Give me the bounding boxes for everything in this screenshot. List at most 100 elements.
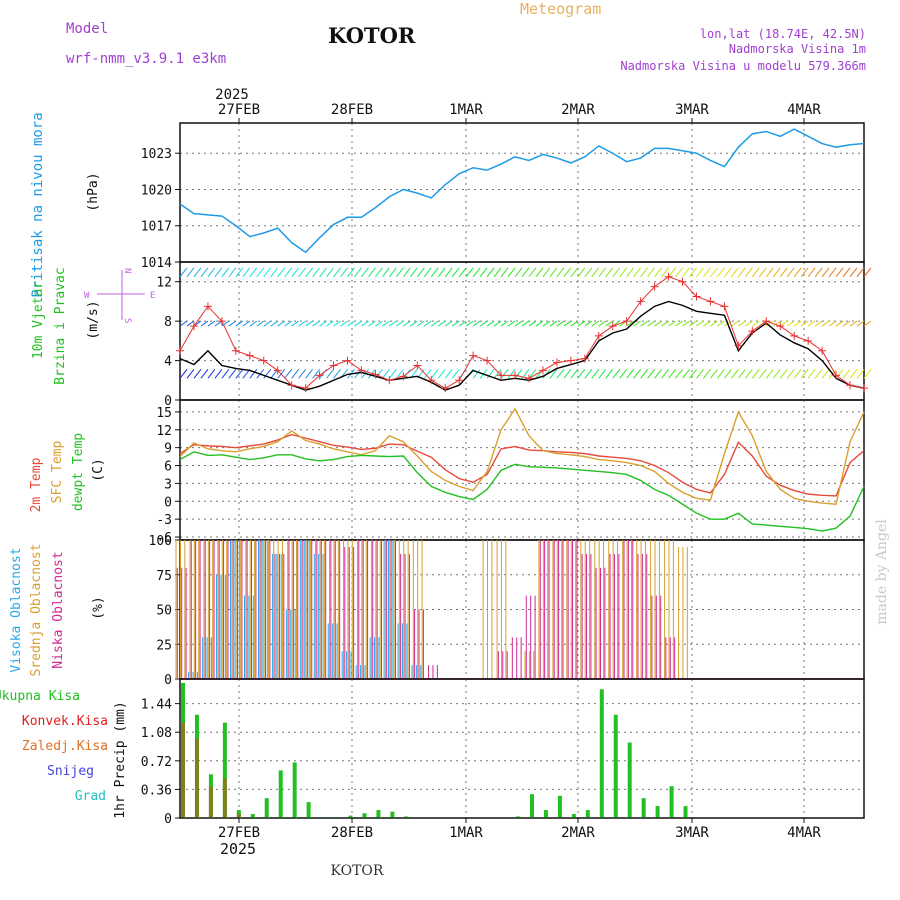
gust-marker: [399, 372, 408, 381]
wind-barb: [772, 369, 781, 379]
precip-bar: [669, 786, 674, 818]
wind-barb: [521, 267, 530, 278]
wind-barb: [800, 267, 809, 278]
wind-barb: [228, 267, 237, 278]
wind-barb: [430, 267, 439, 278]
wind-barb: [612, 369, 621, 379]
precip-legend-graupel: Grad: [75, 789, 106, 804]
wind-barb: [647, 320, 655, 327]
precip-bar: [613, 714, 618, 818]
temp-line-1: [179, 407, 865, 506]
wind-barb: [668, 369, 676, 379]
temp-legend-sfc: SFC Temp: [50, 441, 65, 504]
gust-marker: [846, 381, 855, 390]
top-date-label: 4MAR: [787, 102, 821, 118]
wind-barb: [682, 267, 690, 278]
wind-barb: [242, 267, 251, 278]
wind-barb: [570, 320, 579, 327]
wind-barb: [654, 267, 663, 278]
ytick-label: 6: [164, 460, 172, 475]
wind-barb: [486, 320, 495, 327]
wind-barb: [347, 320, 355, 327]
precip-bar: [641, 798, 646, 818]
wind-barb: [591, 369, 600, 379]
gust-marker: [608, 322, 617, 331]
precip-bar: [348, 815, 353, 818]
wind-barb: [556, 369, 565, 379]
gust-marker: [315, 371, 324, 380]
wind-barb: [430, 320, 439, 327]
precip-conv-bar: [181, 722, 185, 818]
ytick-label: 1020: [141, 183, 172, 198]
ytick-label: 1.44: [141, 698, 172, 713]
wind-barb: [472, 369, 481, 379]
precip-bar: [306, 802, 311, 818]
top-date-label: 3MAR: [675, 102, 709, 118]
cloud-legend-high: Visoka Oblacnost: [9, 547, 24, 672]
wind-barb: [814, 267, 823, 278]
wind-barb: [382, 320, 390, 327]
wind-barb: [619, 267, 628, 278]
wind-barb: [710, 267, 718, 278]
wind-barb: [347, 267, 355, 278]
wind-barb: [465, 320, 474, 327]
ytick-label: 1023: [141, 147, 172, 162]
gust-marker: [720, 302, 729, 311]
gust-marker: [580, 354, 589, 363]
precip-ylabel: 1hr Precip (mm): [113, 701, 128, 818]
wind-barb: [263, 320, 272, 327]
wind-barb: [807, 267, 816, 278]
top-date-label: 28FEB: [331, 102, 373, 118]
wind-barb: [856, 320, 865, 327]
wind-barb: [444, 267, 453, 278]
wind-barb: [605, 320, 614, 327]
gust-marker: [552, 358, 561, 367]
wind-barb: [786, 267, 795, 278]
wind-barb: [758, 267, 767, 278]
wind-barb: [333, 320, 341, 327]
ytick-label: 0.36: [141, 783, 172, 798]
gust-marker: [622, 317, 631, 326]
wind-barb: [549, 267, 558, 278]
wind-barb: [298, 267, 307, 278]
precip-bar: [557, 795, 562, 818]
wind-barb: [333, 267, 341, 278]
wind-barb: [849, 320, 858, 327]
credit-watermark: made by Angel: [874, 519, 890, 625]
wind-barb: [563, 267, 572, 278]
lonlat-label: lon,lat (18.74E, 42.5N): [700, 27, 866, 41]
wind-barb: [472, 320, 481, 327]
gust-marker: [427, 376, 436, 385]
gust-marker: [804, 336, 813, 345]
wind-barb: [528, 267, 537, 278]
wind-barb: [605, 267, 614, 278]
wind-barb: [451, 320, 460, 327]
wind-barb: [661, 369, 669, 379]
bottom-date-label: 27FEB: [218, 825, 260, 841]
wind-barb: [779, 369, 788, 379]
wind-barb: [849, 369, 858, 379]
wind-barb: [284, 320, 292, 327]
wind-barb: [765, 267, 774, 278]
wind-barb: [179, 369, 188, 379]
wind-barb: [640, 320, 648, 327]
gust-marker: [511, 371, 520, 380]
panel-frame: [179, 122, 865, 263]
precip-legend-total: Ukupna Kisa: [0, 689, 80, 704]
wind-barb: [368, 267, 376, 278]
wind-barb: [724, 369, 732, 379]
precip-conv-bar: [222, 778, 227, 818]
gust-marker: [441, 384, 450, 393]
wind-barb: [479, 267, 488, 278]
model-name: wrf-nmm_v3.9.1 e3km: [66, 51, 226, 67]
wind-barb: [814, 369, 823, 379]
wind-barb: [402, 267, 411, 278]
gust-marker: [497, 371, 506, 380]
wind-barb: [835, 369, 844, 379]
wind-barb: [528, 369, 537, 379]
wind-barb: [535, 267, 544, 278]
wind-barb: [689, 320, 697, 327]
precip-bar: [543, 810, 548, 818]
compass-west: W: [84, 291, 90, 301]
gust-marker: [762, 317, 771, 326]
